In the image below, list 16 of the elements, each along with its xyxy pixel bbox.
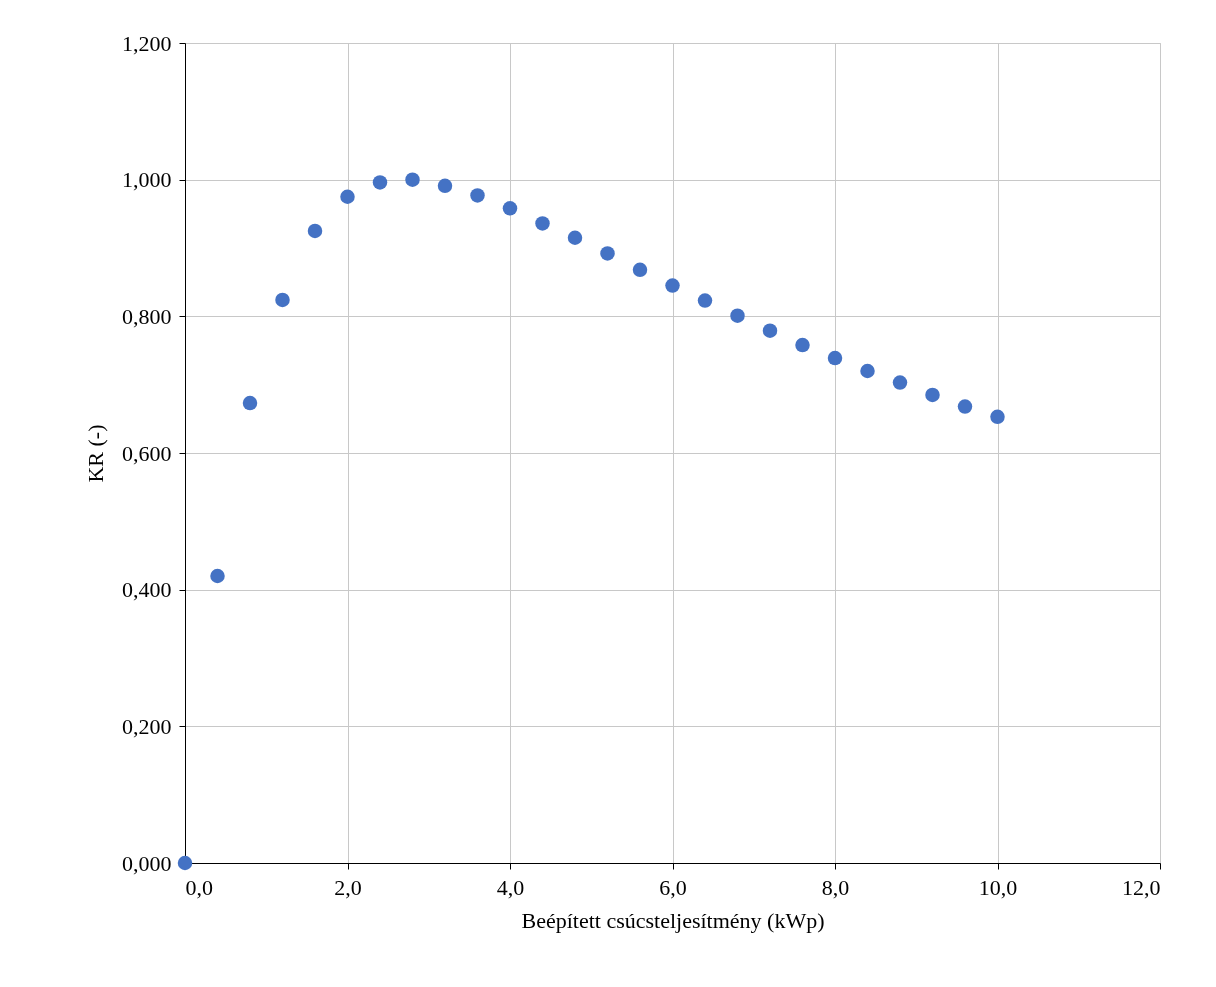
- y-tick-label: 0,800: [122, 303, 172, 329]
- x-tick-label: 12,0: [1122, 874, 1161, 900]
- x-tick-label: 4,0: [496, 874, 525, 900]
- x-tick-label: 10,0: [978, 874, 1018, 900]
- x-tick-label: 2,0: [334, 874, 362, 900]
- x-tick-label: 0,0: [185, 874, 213, 900]
- x-axis-title: Beépített csúcsteljesítmény (kWp): [521, 907, 825, 933]
- y-axis-title: KR (-): [83, 424, 108, 483]
- y-tick-label: 0,400: [122, 577, 172, 603]
- y-tick-label: 1,200: [122, 30, 172, 56]
- y-tick-label: 0,600: [122, 440, 172, 466]
- y-tick-label: 1,000: [122, 167, 172, 193]
- y-tick-label: 0,000: [122, 850, 172, 876]
- x-tick-label: 8,0: [821, 874, 850, 900]
- y-tick-label: 0,200: [122, 713, 172, 739]
- x-tick-label: 6,0: [659, 874, 687, 900]
